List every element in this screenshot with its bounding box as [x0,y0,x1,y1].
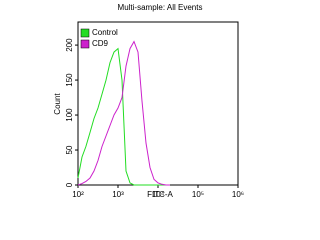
y-tick-label: 0 [65,182,74,187]
y-tick-label: 50 [65,145,74,154]
chart-title: Multi-sample: All Events [118,3,203,12]
x-tick-label: 10² [72,190,84,199]
x-tick-label: 10³ [112,190,124,199]
legend-label: Control [92,28,118,37]
y-tick-label: 100 [65,108,74,122]
legend-swatch [80,28,90,38]
legend-swatch [80,39,90,49]
y-tick-label: 200 [65,38,74,52]
x-axis-label: FITC-A [147,190,173,199]
series-line [77,47,170,186]
x-tick-label: 10⁵ [192,190,204,199]
legend-label: CD9 [92,39,109,48]
x-tick-label: 10⁴ [152,190,165,199]
x-tick-label: 10⁶ [232,190,244,199]
series-line [77,40,170,186]
page: Multi-sample: All Events FITC-A Count 0 5… [53,3,245,200]
y-tick-label: 150 [65,73,74,87]
y-axis-label: Count [53,93,62,115]
chart: Multi-sample: All Events FITC-A Count 0 5… [53,3,244,199]
